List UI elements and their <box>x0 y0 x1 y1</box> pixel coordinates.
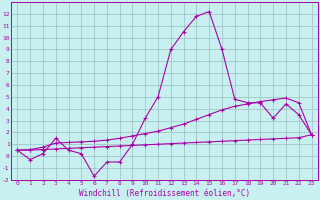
X-axis label: Windchill (Refroidissement éolien,°C): Windchill (Refroidissement éolien,°C) <box>79 189 250 198</box>
